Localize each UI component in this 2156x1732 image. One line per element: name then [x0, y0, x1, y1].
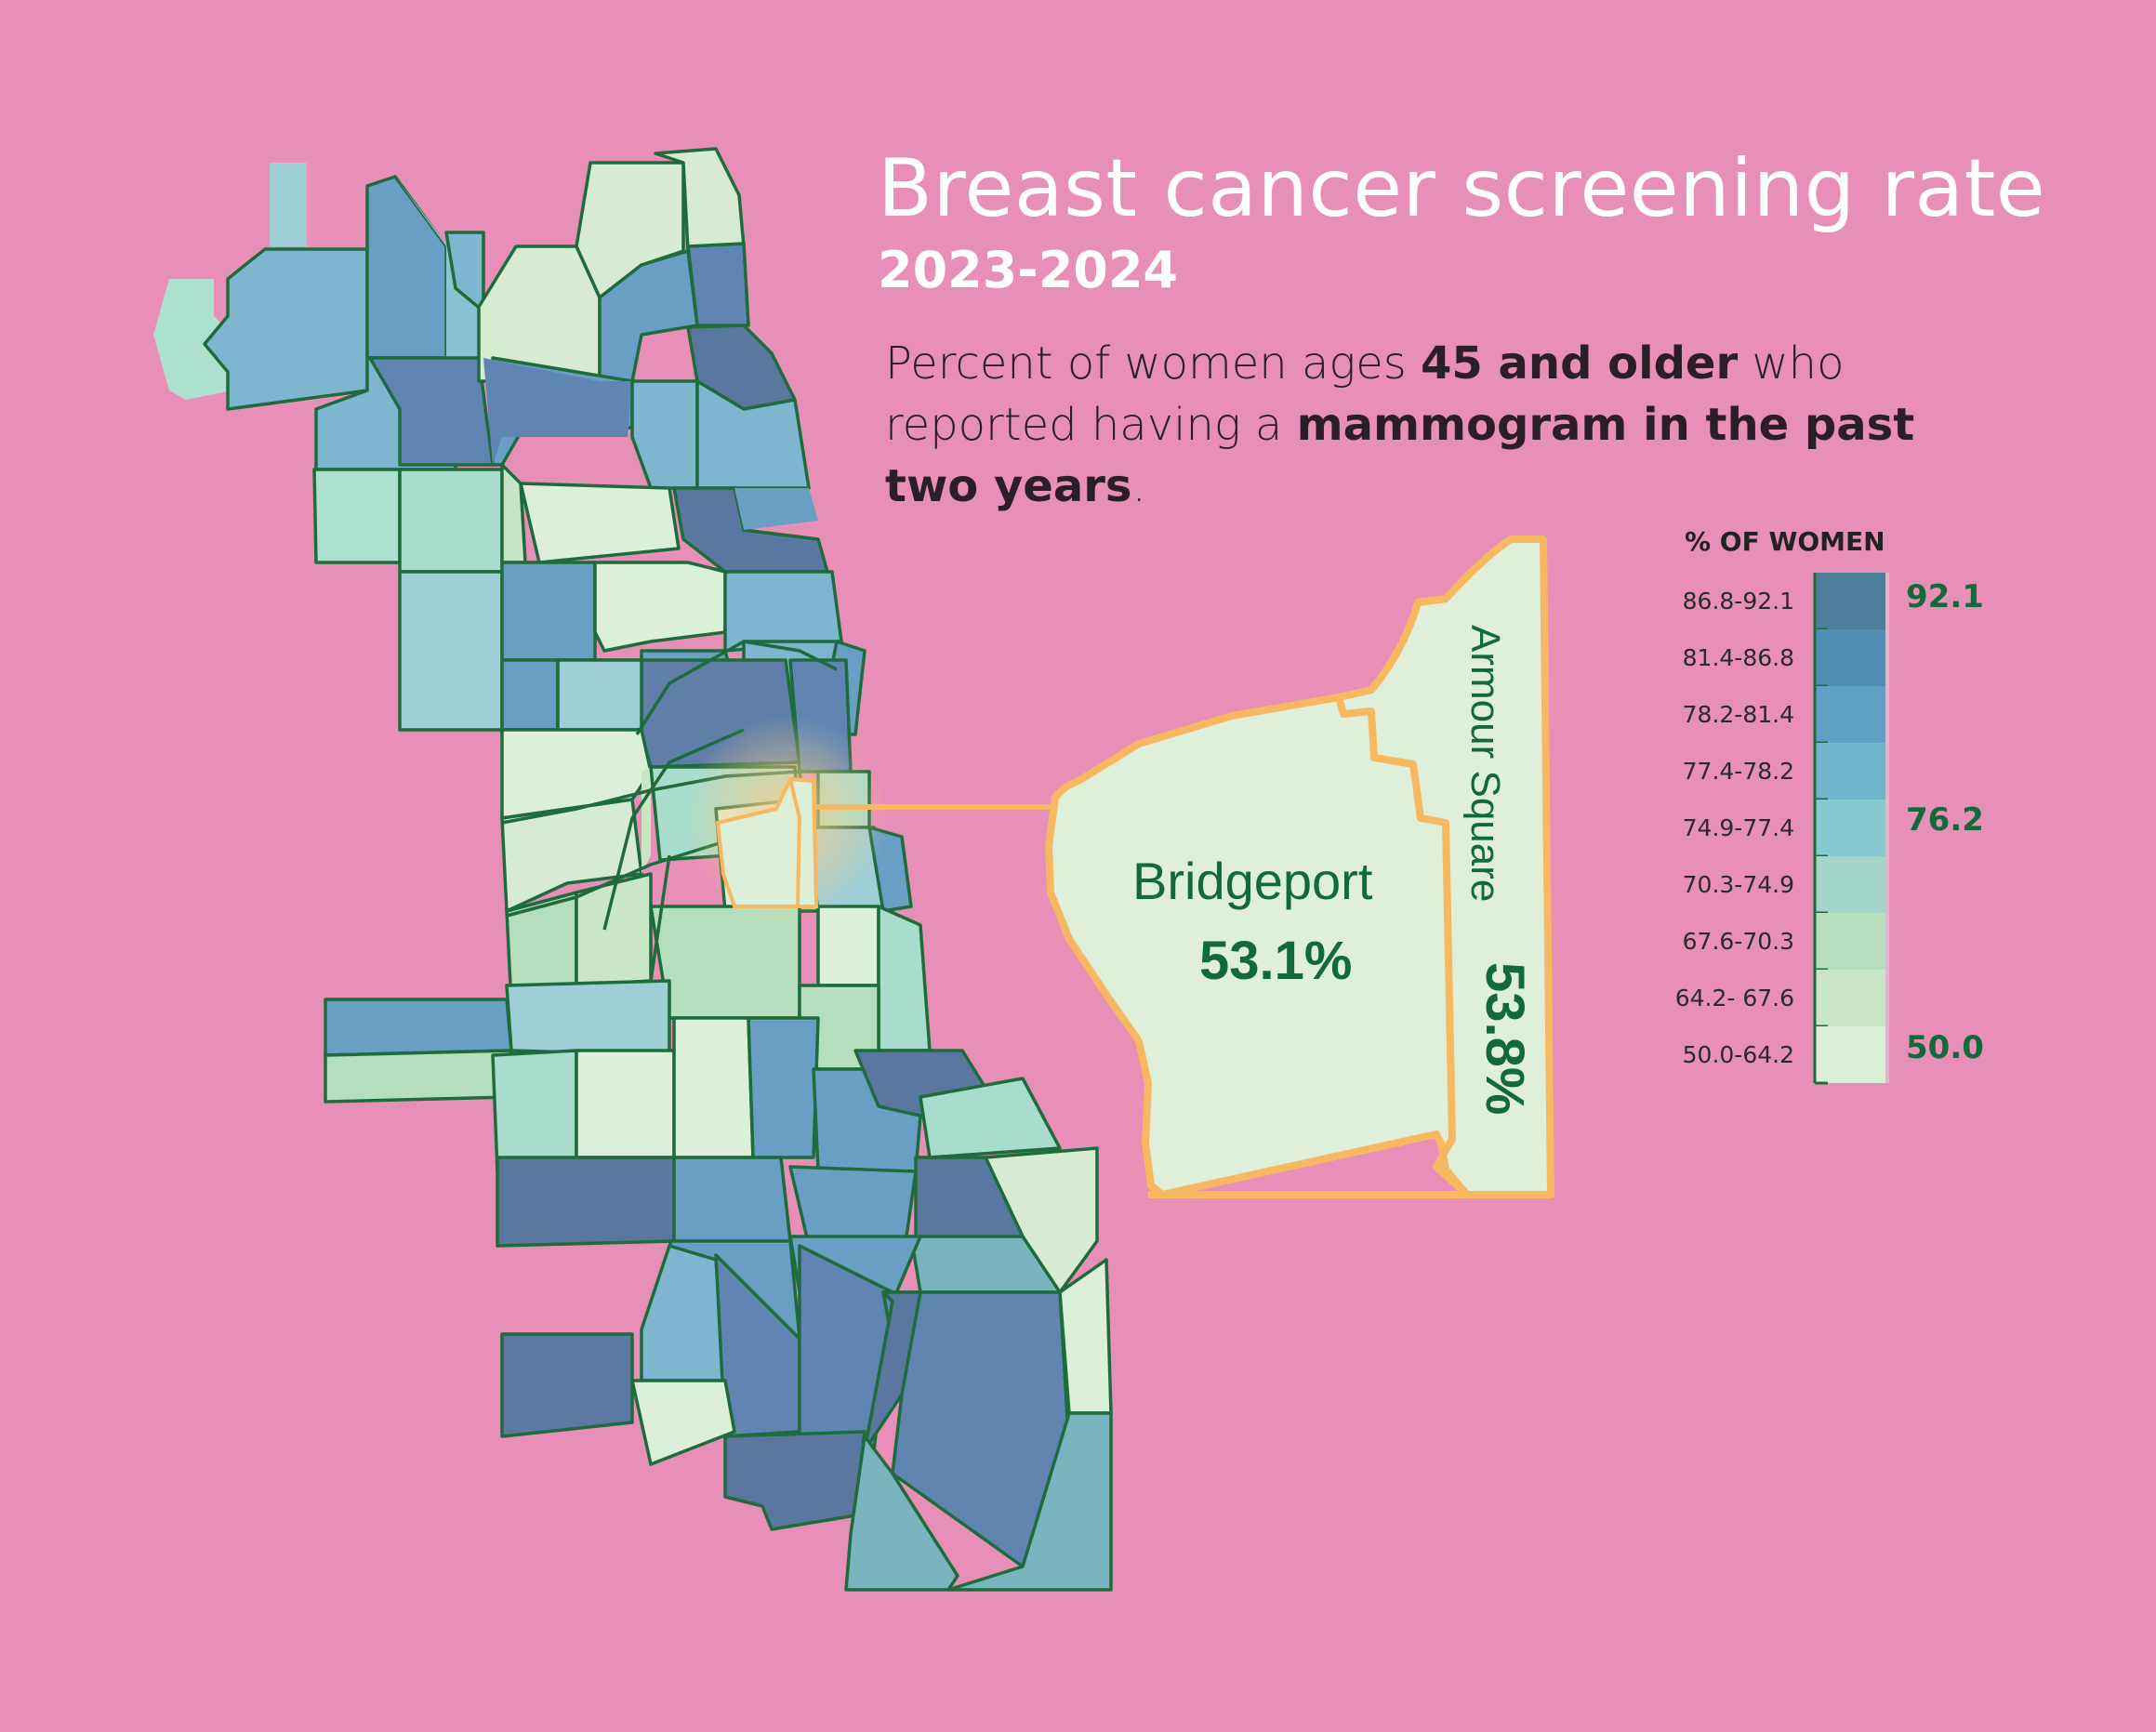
area-polygon — [496, 1156, 676, 1248]
legend-swatch — [1815, 629, 1885, 686]
legend-swatch — [1815, 573, 1885, 629]
legend-class-label: 50.0-64.2 — [1682, 1041, 1794, 1068]
area-polygon — [672, 1016, 755, 1159]
legend-swatch — [1815, 743, 1885, 800]
area-polygon — [593, 561, 727, 653]
area-polygon — [863, 1290, 922, 1452]
area-polygon — [365, 175, 448, 360]
area-polygon — [556, 658, 643, 732]
area-polygon — [500, 561, 597, 662]
area-polygon — [324, 1049, 513, 1104]
area-polygon — [642, 767, 651, 874]
bridgeport-label: Bridgeport — [1132, 852, 1373, 910]
bridgeport-value: 53.1% — [1199, 931, 1353, 991]
area-polygon — [816, 905, 880, 987]
area-polygon — [919, 1077, 1062, 1159]
area-polygon — [398, 468, 504, 574]
area-polygon — [483, 358, 632, 465]
area-polygon — [747, 1016, 820, 1159]
area-polygon — [398, 570, 504, 732]
legend-class-label: 67.6-70.3 — [1682, 928, 1794, 955]
area-polygon — [500, 658, 560, 732]
description-bold: 45 and older — [1421, 337, 1739, 390]
area-polygon — [723, 1430, 866, 1531]
legend-color-ramp — [1813, 573, 1889, 1085]
map-title: Breast cancer screening rate — [878, 142, 2046, 235]
description-text: . — [1131, 460, 1146, 512]
legend-class-label: 74.9-77.4 — [1682, 814, 1794, 841]
area-polygon — [640, 1244, 727, 1382]
legend-class-label: 81.4-86.8 — [1682, 644, 1794, 671]
legend-swatch — [1815, 1026, 1885, 1083]
armour-square-label: Armour Square — [1462, 625, 1508, 903]
area-polygon — [575, 1049, 676, 1159]
area-polygon — [500, 1332, 634, 1438]
legend-edge — [1885, 573, 1889, 1083]
area-polygon — [946, 1411, 1113, 1592]
legend-class-label: 64.2- 67.6 — [1674, 985, 1794, 1011]
legend-swatch — [1815, 686, 1885, 743]
map-subtitle: 2023-2024 — [878, 241, 1178, 299]
area-polygon — [630, 379, 699, 490]
legend-marker-top: 92.1 — [1906, 578, 1984, 615]
area-polygon — [395, 177, 483, 358]
area-polygon — [324, 998, 513, 1057]
map-description: Percent of women ages 45 and older who r… — [885, 333, 2001, 517]
callout-divider — [1335, 535, 1514, 1197]
area-polygon — [153, 279, 232, 400]
area-polygon — [695, 379, 811, 490]
area-polygon — [630, 1379, 736, 1466]
legend-title: % OF WOMEN — [1685, 526, 1885, 557]
armour-square-small-outline — [788, 778, 802, 907]
area-polygon — [500, 463, 527, 564]
area-polygon — [723, 570, 843, 653]
armour-square-value: 53.8% — [1475, 962, 1535, 1116]
area-polygon — [270, 163, 307, 246]
legend-class-label: 86.8-92.1 — [1682, 588, 1794, 615]
legend-swatch — [1815, 800, 1885, 856]
legend-class-label: 77.4-78.2 — [1682, 758, 1794, 785]
area-polygon — [203, 247, 369, 411]
description-text: Percent of women ages — [885, 337, 1421, 390]
description-bold: mammogram in the past two years — [885, 399, 1915, 512]
area-polygon — [505, 979, 671, 1057]
area-polygon — [519, 482, 681, 564]
area-polygon — [672, 1156, 792, 1243]
area-polygon — [734, 488, 818, 530]
area-polygon — [491, 1049, 578, 1173]
legend-class-label: 70.3-74.9 — [1682, 871, 1794, 898]
area-polygon — [649, 905, 801, 1020]
description-text: who reported having a — [885, 337, 1845, 451]
area-polygon — [500, 798, 643, 913]
legend-marker-bottom: 50.0 — [1906, 1029, 1984, 1066]
legend-swatch — [1815, 913, 1885, 970]
area-polygon — [368, 356, 495, 467]
area-polygon — [312, 468, 402, 564]
legend-swatch — [1815, 856, 1885, 913]
area-polygon — [877, 905, 932, 1052]
legend-marker-middle: 76.2 — [1906, 801, 1984, 839]
bridgeport-small-outline — [715, 776, 819, 908]
legend-class-label: 78.2-81.4 — [1682, 701, 1794, 728]
area-polygon — [788, 1165, 918, 1248]
legend-swatch — [1815, 970, 1885, 1026]
